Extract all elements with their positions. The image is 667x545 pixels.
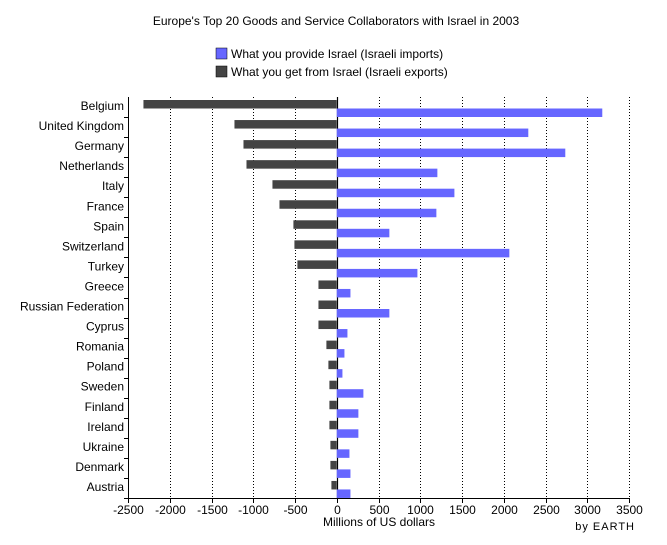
x-tick-label: 3500 xyxy=(616,503,643,517)
bar-exports-18 xyxy=(330,460,337,470)
y-tick-label: Greece xyxy=(85,279,125,293)
x-tick-label: -1500 xyxy=(197,503,228,517)
bar-imports-13 xyxy=(336,369,343,378)
legend-label-exports: What you get from Israel (Israeli export… xyxy=(231,65,448,79)
x-tick-label: 2000 xyxy=(491,503,518,517)
y-tick-label: France xyxy=(87,199,125,213)
bar-exports-13 xyxy=(328,360,337,370)
y-tick-label: Cyprus xyxy=(86,320,124,334)
bar-imports-14 xyxy=(336,389,364,398)
x-tick-label: 3000 xyxy=(574,503,601,517)
bar-exports-9 xyxy=(318,280,337,289)
bar-exports-19 xyxy=(331,480,337,490)
bar-imports-8 xyxy=(336,268,418,278)
bar-imports-15 xyxy=(336,409,359,418)
bar-imports-6 xyxy=(336,228,390,238)
y-tick-label: Finland xyxy=(85,400,124,414)
bar-exports-15 xyxy=(329,400,337,410)
bar-imports-3 xyxy=(336,168,438,178)
bar-imports-2 xyxy=(336,148,566,158)
legend-swatch-imports xyxy=(215,47,228,60)
y-tick-label: Germany xyxy=(75,139,124,153)
x-axis-label: Millions of US dollars xyxy=(323,515,435,529)
bar-imports-11 xyxy=(336,329,348,338)
x-tick-label: 1500 xyxy=(449,503,476,517)
y-tick-label: Sweden xyxy=(81,380,124,394)
legend-swatch-exports xyxy=(215,65,228,78)
bar-exports-17 xyxy=(330,440,337,450)
bar-imports-10 xyxy=(336,309,390,318)
x-tick-label: -1000 xyxy=(238,503,269,517)
bar-exports-5 xyxy=(279,200,337,209)
x-tick-label: 2500 xyxy=(533,503,560,517)
y-tick-label: Ukraine xyxy=(83,440,125,454)
bar-exports-8 xyxy=(297,260,337,269)
legend-label-imports: What you provide Israel (Israeli imports… xyxy=(231,47,443,61)
y-tick-label: Poland xyxy=(87,360,124,374)
x-tick-label: 1000 xyxy=(407,503,434,517)
y-tick-label: Belgium xyxy=(81,99,124,113)
bar-exports-3 xyxy=(246,160,337,169)
bar-imports-16 xyxy=(336,429,359,438)
x-tick-label: -500 xyxy=(283,503,307,517)
bar-exports-11 xyxy=(318,320,337,330)
y-tick-label: Ireland xyxy=(87,420,124,434)
bar-imports-12 xyxy=(336,349,345,358)
bar-exports-6 xyxy=(293,220,337,229)
bar-exports-1 xyxy=(234,120,337,129)
chart-title: Europe's Top 20 Goods and Service Collab… xyxy=(153,14,520,28)
bar-imports-18 xyxy=(336,469,351,478)
y-tick-label: Austria xyxy=(87,480,125,494)
bar-exports-0 xyxy=(143,100,337,109)
x-tick-label: -2500 xyxy=(113,503,144,517)
bar-exports-4 xyxy=(272,180,337,189)
y-tick-label: Switzerland xyxy=(62,239,124,253)
y-tick-label: United Kingdom xyxy=(39,119,124,133)
y-tick-label: Turkey xyxy=(88,259,124,273)
bar-exports-2 xyxy=(243,140,337,149)
bar-imports-0 xyxy=(336,108,603,117)
bar-imports-19 xyxy=(336,489,351,498)
bar-exports-16 xyxy=(329,420,337,430)
y-tick-label: Netherlands xyxy=(59,159,124,173)
bar-imports-4 xyxy=(336,188,455,198)
x-tick-label: -2000 xyxy=(155,503,186,517)
bar-imports-1 xyxy=(336,128,529,138)
y-tick-label: Spain xyxy=(93,219,124,233)
bar-exports-10 xyxy=(318,300,337,309)
y-tick-label: Russian Federation xyxy=(20,300,124,314)
x-tick-label: 500 xyxy=(369,503,389,517)
y-tick-label: Italy xyxy=(102,179,124,193)
bar-imports-5 xyxy=(336,208,437,218)
y-tick-label: Romania xyxy=(76,340,124,354)
bar-imports-7 xyxy=(336,248,510,258)
credit: by EARTH xyxy=(575,521,635,533)
bar-exports-12 xyxy=(326,340,337,350)
bar-imports-17 xyxy=(336,449,350,458)
bar-exports-7 xyxy=(294,240,337,249)
bar-exports-14 xyxy=(329,380,337,390)
x-tick-label: 0 xyxy=(334,503,341,517)
bar-imports-9 xyxy=(336,288,351,298)
legend: What you provide Israel (Israeli imports… xyxy=(215,47,448,79)
y-tick-label: Denmark xyxy=(75,460,125,474)
